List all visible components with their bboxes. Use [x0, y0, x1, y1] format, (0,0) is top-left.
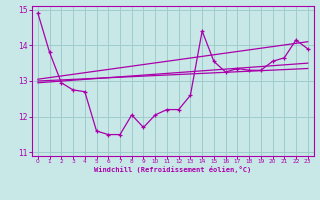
X-axis label: Windchill (Refroidissement éolien,°C): Windchill (Refroidissement éolien,°C)	[94, 166, 252, 173]
